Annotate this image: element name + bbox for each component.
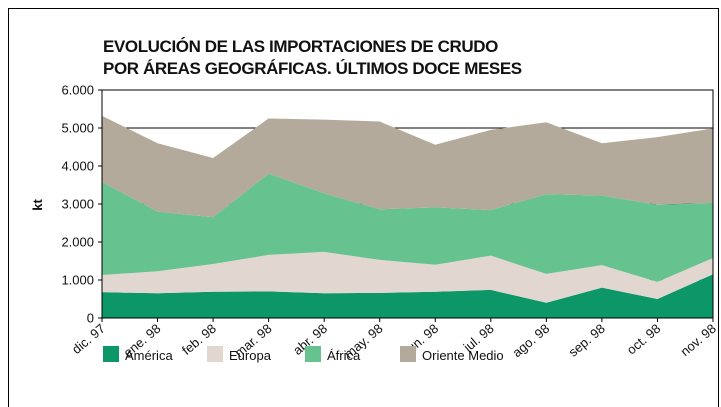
legend-swatch <box>103 346 119 362</box>
area <box>102 251 713 303</box>
y-tick-label: 6.000 <box>61 83 94 98</box>
legend-swatch <box>400 346 416 362</box>
x-tick-label: sep. 98 <box>566 321 608 360</box>
y-tick-label: 1.000 <box>61 273 94 288</box>
x-tick-label: nov. 98 <box>677 321 719 359</box>
plot-border <box>101 89 714 319</box>
y-axis-label: kt <box>30 199 45 211</box>
x-tick-label: oct. 98 <box>624 321 664 358</box>
legend-label: América <box>125 348 173 363</box>
legend-label: Europa <box>229 348 272 363</box>
x-tick-label: dic. 97 <box>69 321 108 357</box>
legend-label: África <box>327 348 361 363</box>
y-tick-label: 5.000 <box>61 121 94 136</box>
x-tick-label: ago. 98 <box>509 321 552 360</box>
area <box>102 115 713 218</box>
y-tick-label: 2.000 <box>61 235 94 250</box>
y-tick-label: 0 <box>87 311 94 326</box>
legend-swatch <box>207 346 223 362</box>
chart-title: EVOLUCIÓN DE LAS IMPORTACIONES DE CRUDO <box>103 37 498 56</box>
legend-swatch <box>305 346 321 362</box>
legend-label: Oriente Medio <box>422 348 504 363</box>
y-tick-label: 3.000 <box>61 197 94 212</box>
chart-title: POR ÁREAS GEOGRÁFICAS. ÚLTIMOS DOCE MESE… <box>103 59 522 78</box>
area <box>102 274 713 318</box>
frame <box>8 8 719 407</box>
area <box>102 173 713 282</box>
y-tick-label: 4.000 <box>61 159 94 174</box>
